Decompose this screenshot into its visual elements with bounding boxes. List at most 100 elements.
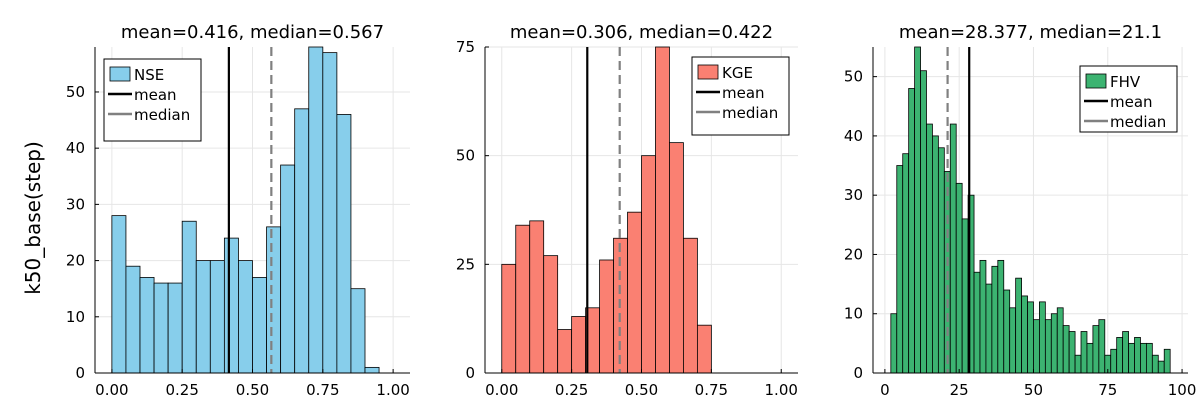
x-tick-label: 0.75 (306, 381, 339, 399)
x-tick-label: 0.00 (485, 381, 518, 399)
y-tick-label: 40 (66, 139, 85, 157)
histogram-bar (571, 316, 587, 374)
histogram-bar (599, 259, 614, 374)
legend-label: KGE (722, 64, 753, 82)
histogram-panel-nse: 0.00 0.25 0.50 0.75 1.00 0 10 20 30 40 50 mean=0.41… (66, 22, 410, 399)
histogram-bar (195, 260, 211, 374)
legend: FHV mean median (1079, 65, 1178, 133)
histogram-bar (167, 282, 183, 374)
x-tick-label: 0.50 (236, 381, 269, 399)
histogram-bar (932, 135, 939, 374)
histogram-bar (1157, 360, 1165, 374)
histogram-bar (961, 218, 969, 374)
legend: NSE mean median (103, 58, 202, 142)
histogram-bar (1056, 307, 1064, 374)
y-tick-label: 30 (66, 195, 85, 213)
histogram-bar (937, 147, 945, 374)
x-tick-label: 0.25 (165, 381, 198, 399)
histogram-bar (997, 259, 1005, 374)
histogram-bar (1062, 325, 1070, 374)
histogram-bar (669, 142, 684, 374)
panel-title: mean=0.416, median=0.567 (121, 22, 384, 43)
y-tick-label: 0 (465, 364, 475, 382)
histogram-bar (890, 313, 898, 374)
histogram-bar (926, 123, 933, 374)
histogram-bar (181, 220, 197, 374)
x-tick-label: 1.00 (765, 381, 798, 399)
histogram-bar (955, 182, 963, 374)
histogram-bar (125, 265, 141, 374)
histogram-bar (1044, 319, 1052, 374)
x-tick-label: 75 (1098, 381, 1117, 399)
histogram-bar (973, 271, 981, 374)
histogram-bar (1033, 319, 1040, 374)
histogram-bar (209, 260, 225, 374)
x-tick-label: 25 (950, 381, 969, 399)
histogram-bar (266, 226, 282, 374)
legend-label: median (134, 106, 190, 124)
histogram-bar (1128, 342, 1135, 374)
y-tick-label: 20 (66, 252, 85, 270)
legend-swatch-kge (697, 64, 719, 80)
histogram-bar (1086, 342, 1094, 374)
legend: KGE mean median (691, 56, 790, 136)
histogram-bar (294, 108, 310, 374)
histogram-bar (153, 282, 169, 374)
panel-title: mean=28.377, median=21.1 (899, 22, 1162, 43)
histogram-bar (1151, 354, 1159, 374)
y-tick-label: 25 (456, 255, 475, 273)
y-tick-label: 50 (456, 147, 475, 165)
histogram-bar (308, 46, 324, 374)
legend-label: mean (1110, 93, 1153, 111)
histogram-bar (1098, 319, 1106, 374)
x-tick-label: 0.50 (625, 381, 658, 399)
histogram-bar (1015, 277, 1022, 374)
legend-label: median (1110, 113, 1166, 131)
figure-ylabel: k50_base(step) (21, 141, 45, 295)
histogram-bar (1050, 313, 1058, 374)
histogram-bar (1092, 325, 1100, 374)
histogram-bar (896, 165, 904, 374)
histogram-bar (515, 224, 531, 374)
histogram-bar (979, 259, 987, 374)
histogram-bar (1140, 342, 1147, 374)
histogram-bar (557, 329, 573, 374)
histogram-bar (683, 237, 698, 374)
y-tick-label: 20 (844, 245, 863, 263)
y-tick-label: 30 (844, 186, 863, 204)
histogram-bar (223, 237, 239, 374)
x-tick-label: 0.75 (695, 381, 728, 399)
histogram-bar (902, 153, 910, 374)
x-tick-label: 50 (1024, 381, 1043, 399)
histogram-bar (1074, 354, 1082, 374)
x-tick-label: 0.25 (555, 381, 588, 399)
histogram-bar (1110, 348, 1118, 374)
legend-swatch-fhv (1085, 73, 1107, 89)
x-tick-label: 1.00 (376, 381, 409, 399)
histogram-bar (1021, 295, 1028, 374)
panel-title: mean=0.306, median=0.422 (510, 22, 773, 43)
histogram-panel-fhv: 0 25 50 75 100 0 10 20 30 40 50 mean=28.377, median… (844, 22, 1196, 399)
y-tick-label: 50 (844, 68, 863, 86)
histogram-bar (908, 88, 916, 374)
histogram-bar (991, 265, 999, 374)
legend-label: FHV (1110, 73, 1141, 91)
y-tick-label: 50 (66, 83, 85, 101)
y-tick-label: 40 (844, 127, 863, 145)
histogram-bar (529, 220, 545, 374)
histogram-bar (1163, 348, 1171, 374)
x-tick-label: 0 (880, 381, 890, 399)
histogram-bar (627, 211, 642, 374)
histogram-bar (949, 123, 957, 374)
histogram-bar (252, 277, 267, 374)
legend-label: mean (134, 86, 177, 104)
legend-label: mean (722, 84, 765, 102)
histogram-bar (238, 260, 253, 374)
histogram-bar (1039, 301, 1046, 374)
histogram-bar (111, 215, 127, 374)
y-tick-label: 75 (456, 38, 475, 56)
histogram-bar (985, 283, 993, 374)
histogram-bar (914, 46, 921, 374)
histogram-bar (1116, 337, 1124, 374)
